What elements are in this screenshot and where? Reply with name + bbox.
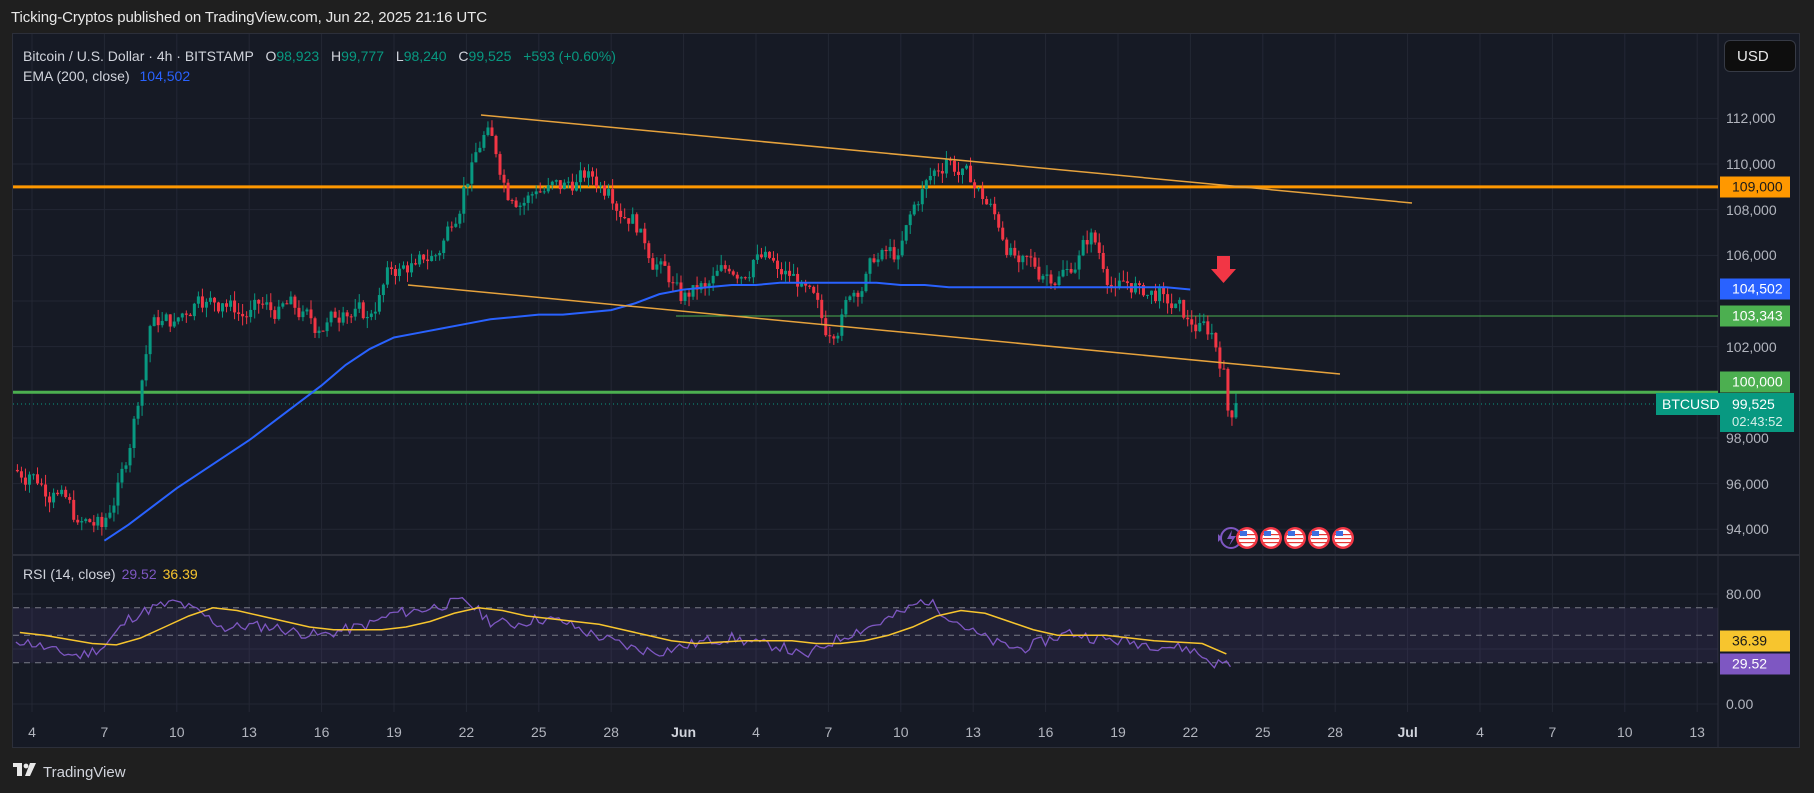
time-tick: 25	[531, 724, 547, 740]
bar-countdown: 02:43:52	[1732, 414, 1783, 429]
change-value: +593 (+0.60%)	[523, 48, 616, 64]
last-price: 99,525	[1732, 396, 1775, 412]
time-tick: 7	[100, 724, 109, 740]
open-label: O	[265, 48, 277, 64]
price-tick: 102,000	[1726, 338, 1777, 355]
time-tick: 16	[1037, 724, 1054, 740]
us-flag-event-icon[interactable]	[1284, 527, 1306, 549]
symbol-title[interactable]: Bitcoin / U.S. Dollar · 4h · BITSTAMP	[23, 48, 254, 64]
ema-label[interactable]: EMA (200, close)	[23, 68, 130, 84]
time-tick: 28	[603, 724, 619, 740]
time-tick: Jul	[1397, 724, 1418, 740]
time-tick: 7	[824, 724, 833, 740]
upper-trendline[interactable]	[480, 114, 1413, 204]
rsi-tick-0: 0.00	[1726, 696, 1754, 712]
price-tick: 110,000	[1726, 156, 1776, 172]
economic-events[interactable]	[1218, 527, 1354, 549]
time-tick: Jun	[671, 724, 697, 740]
time-tick: 10	[169, 724, 185, 740]
rsi-tag: 29.52	[1720, 653, 1790, 675]
time-tick: 13	[965, 724, 981, 740]
time-tick: 4	[28, 724, 36, 740]
ema-value: 104,502	[139, 68, 191, 84]
time-tick: 10	[1617, 724, 1633, 740]
time-tick: 4	[752, 724, 760, 740]
tradingview-logo-icon	[13, 763, 37, 781]
high-value: 99,777	[341, 48, 384, 64]
us-flag-event-icon[interactable]	[1260, 527, 1282, 549]
rsi-ma-line[interactable]	[19, 606, 1227, 655]
open-value: 98,923	[276, 48, 320, 64]
time-tick: 28	[1327, 724, 1343, 740]
rsi-value: 29.52	[121, 566, 157, 582]
close-value: 99,525	[468, 48, 512, 64]
ema-row: EMA (200, close) 104,502	[23, 66, 616, 86]
time-tick: 13	[1689, 724, 1705, 740]
resistance-price-tag: 109,000	[1720, 176, 1790, 198]
rsi-label[interactable]: RSI (14, close)	[23, 566, 116, 582]
tradingview-logo-text: TradingView	[43, 763, 126, 781]
ohlc-row: Bitcoin / U.S. Dollar · 4h · BITSTAMP O9…	[23, 46, 616, 66]
symbol-tag: BTCUSD	[1656, 393, 1726, 415]
us-flag-event-icon[interactable]	[1332, 527, 1354, 549]
us-flag-event-icon[interactable]	[1308, 527, 1330, 549]
time-tick: 22	[1182, 724, 1199, 740]
low-value: 98,240	[403, 48, 447, 64]
time-tick: 22	[458, 724, 475, 740]
close-label: C	[458, 48, 469, 64]
high-label: H	[331, 48, 342, 64]
tradingview-logo[interactable]: TradingView	[13, 763, 126, 781]
time-tick: 13	[241, 724, 257, 740]
time-tick: 7	[1548, 724, 1557, 740]
price-tick: 98,000	[1726, 429, 1769, 446]
time-tick: 25	[1255, 724, 1271, 740]
rsi-tick-80: 80.00	[1726, 586, 1762, 602]
us-flag-event-icon[interactable]	[1236, 527, 1258, 549]
publication-header: Ticking-Cryptos published on TradingView…	[11, 9, 487, 26]
ema-200-line[interactable]	[103, 281, 1191, 542]
rsi-ma-value: 36.39	[162, 566, 198, 582]
support-price-tag: 100,000	[1720, 371, 1790, 393]
price-tick: 106,000	[1726, 247, 1777, 264]
rsi-ma-tag: 36.39	[1720, 630, 1790, 652]
price-tick: 96,000	[1726, 475, 1769, 492]
currency-button[interactable]: USD	[1724, 40, 1796, 72]
time-tick: 19	[386, 724, 402, 740]
ema-price-tag: 104,502	[1720, 278, 1790, 300]
candles[interactable]	[15, 120, 1238, 536]
price-tick: 108,000	[1726, 201, 1777, 218]
rsi-legend: RSI (14, close) 29.52 36.39	[23, 566, 198, 582]
price-tick: 94,000	[1726, 521, 1769, 538]
price-tick: 112,000	[1726, 110, 1776, 127]
support-thin-price-tag: 103,343	[1720, 305, 1790, 327]
arrow-down-icon	[1211, 256, 1236, 283]
low-label: L	[395, 48, 404, 64]
time-tick: 4	[1476, 724, 1484, 740]
lower-trendline[interactable]	[407, 284, 1341, 375]
time-tick: 19	[1110, 724, 1126, 740]
symbol-legend: Bitcoin / U.S. Dollar · 4h · BITSTAMP O9…	[23, 46, 616, 86]
rsi-line[interactable]	[15, 597, 1231, 669]
last-price-tag: 99,525 02:43:52	[1720, 393, 1794, 432]
time-tick: 10	[893, 724, 909, 740]
time-tick: 16	[313, 724, 330, 740]
